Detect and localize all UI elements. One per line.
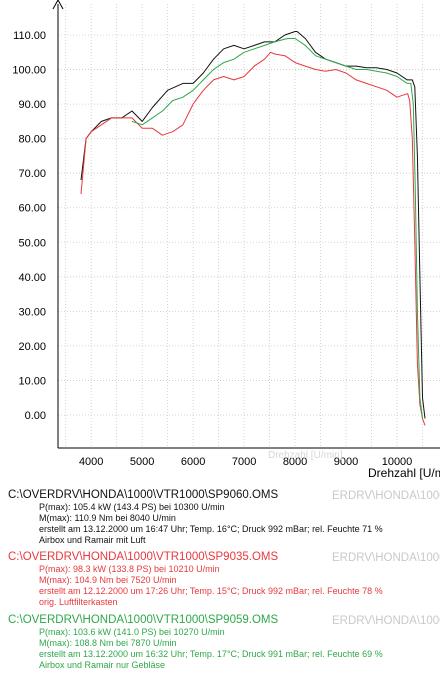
x-tick-label: 7000 <box>232 456 256 468</box>
bleed-path-3: ERDRV\HONDA\1000\VTR10 <box>332 615 440 627</box>
axes <box>52 0 440 449</box>
legend-mmax: M(max): 108.8 Nm bei 7870 U/min <box>39 638 177 648</box>
legend-pmax: P(max): 98.3 kW (133.8 PS) bei 10210 U/m… <box>39 564 220 574</box>
y-axis-arrow-right <box>57 0 64 10</box>
x-tick-label: 4000 <box>79 456 103 468</box>
x-tick-labels: 4000 5000 6000 7000 8000 9000 10000 <box>79 456 412 468</box>
y-tick-label: 60.00 <box>18 203 46 215</box>
y-axis-arrow-left <box>52 0 59 10</box>
legend-mmax: M(max): 104.9 Nm bei 7520 U/min <box>39 575 177 585</box>
x-tick-label: 5000 <box>130 456 154 468</box>
legend-path: C:\OVERDRV\HONDA\1000\VTR1000\SP9060.OMS <box>8 489 279 501</box>
bleed-path-2: ERDRV\HONDA\1000\VTR10 <box>332 552 440 564</box>
x-tick-label: 6000 <box>181 456 205 468</box>
legend-entry-3: C:\OVERDRV\HONDA\1000\VTR1000\SP9059.OMS… <box>8 613 440 671</box>
legend-mmax: M(max): 110.9 Nm bei 8040 U/min <box>39 513 176 523</box>
legend-pmax: P(max): 105.4 kW (143.4 PS) bei 10300 U/… <box>39 502 225 512</box>
x-axis-label: Drehzahl [U/m <box>368 466 440 480</box>
y-tick-label: 110.00 <box>13 30 46 42</box>
x-tick-label: 10000 <box>382 456 413 468</box>
x-axis-label-bleed: Drehzahl [U/min] <box>268 450 343 461</box>
grid-lines <box>58 4 440 448</box>
series-line-2 <box>80 51 426 426</box>
y-tick-label: 20.00 <box>18 341 46 353</box>
y-tick-label: 90.00 <box>18 99 46 111</box>
y-tick-label: 80.00 <box>18 134 46 146</box>
legend-note: Airbox und Ramair mit Luft <box>39 535 146 545</box>
legend-created: erstellt am 13.12.2000 um 16:47 Uhr; Tem… <box>39 524 383 534</box>
x-tick-label: 9000 <box>334 456 358 468</box>
legend-created: erstellt am 12.12.2000 um 17:26 Uhr; Tem… <box>39 586 383 596</box>
y-tick-label: 0.00 <box>25 410 46 422</box>
x-tick-label: 8000 <box>283 456 307 468</box>
legend-path: C:\OVERDRV\HONDA\1000\VTR1000\SP9035.OMS <box>8 551 279 563</box>
series-lines <box>80 31 426 426</box>
y-tick-label: 40.00 <box>18 272 46 284</box>
y-tick-label: 10.00 <box>18 375 46 387</box>
legend-created: erstellt am 13.12.2000 um 16:32 Uhr; Tem… <box>39 649 383 659</box>
y-tick-label: 70.00 <box>18 168 46 180</box>
series-line-1 <box>80 31 426 419</box>
legend-pmax: P(max): 103.6 kW (141.0 PS) bei 10270 U/… <box>39 627 225 637</box>
legend-entry-1: C:\OVERDRV\HONDA\1000\VTR1000\SP9060.OMS… <box>8 488 440 546</box>
legend-note: Airbox und Ramair nur Gebläse <box>39 660 166 670</box>
legend-entry-2: C:\OVERDRV\HONDA\1000\VTR1000\SP9035.OMS… <box>8 550 440 608</box>
y-tick-label: 30.00 <box>18 306 46 318</box>
y-tick-label: 50.00 <box>18 237 46 249</box>
y-tick-labels: 110.00 100.00 90.00 80.00 70.00 60.00 50.00 40.… <box>12 30 46 422</box>
series-line-3 <box>131 38 423 419</box>
y-tick-label: 100.00 <box>12 65 46 77</box>
legend-path: C:\OVERDRV\HONDA\1000\VTR1000\SP9059.OMS <box>8 614 279 626</box>
legend-note: orig. Luftfilterkasten <box>39 597 118 607</box>
bleed-path-1: ERDRV\HONDA\1000\VTR10 <box>332 490 440 502</box>
torque-chart: 110.00 100.00 90.00 80.00 70.00 60.00 50.00 40.… <box>12 0 440 480</box>
